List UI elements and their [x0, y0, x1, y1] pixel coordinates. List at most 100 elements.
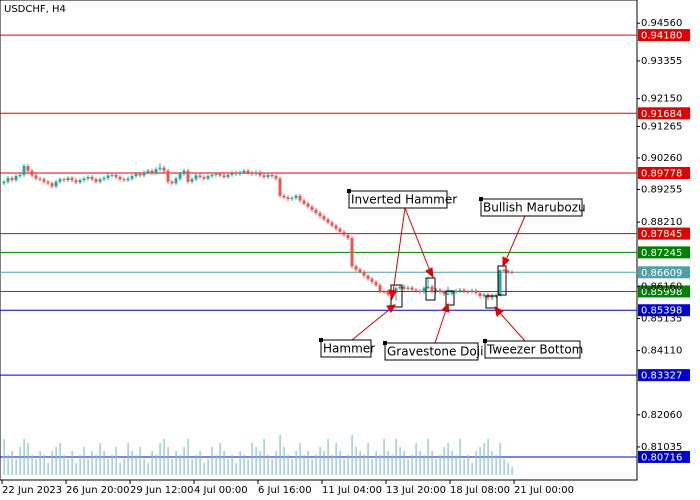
volume-bar: [255, 447, 257, 475]
volume-bar: [95, 455, 97, 475]
volume-bar: [371, 459, 373, 475]
candle-body: [466, 291, 470, 293]
candle-body: [414, 289, 418, 291]
volume-bar: [451, 451, 453, 475]
level-label: 0.89778: [641, 169, 682, 180]
candle-body: [382, 291, 386, 293]
candle-body: [430, 286, 434, 292]
y-tick-label: 0.89255: [641, 184, 682, 195]
volume-bar: [303, 455, 305, 475]
candle-body: [450, 292, 454, 294]
arrow: [499, 312, 526, 342]
candle-body: [166, 170, 170, 182]
candle-body: [286, 197, 290, 199]
volume-bar: [383, 439, 385, 475]
candle-body: [186, 170, 190, 182]
volume-bar: [359, 451, 361, 475]
volume-bar: [395, 439, 397, 475]
candle-body: [386, 292, 390, 295]
volume-bar: [195, 455, 197, 475]
volume-bar: [251, 443, 253, 475]
volume-bar: [211, 447, 213, 475]
levels: 0.94180 0.91684 0.89778 0.87845 0.87245 0.866…: [0, 29, 690, 463]
candle-body: [290, 198, 294, 200]
annotation-box: [320, 339, 372, 358]
volume-bar: [179, 455, 181, 475]
annotation-box: [348, 190, 448, 209]
candle-body: [86, 177, 90, 179]
pattern-box: [445, 290, 455, 306]
x-tick-label: 26 Jun 20:00: [66, 485, 130, 496]
x-tick-label: 4 Jul 00:00: [194, 485, 248, 496]
candle-body: [250, 172, 254, 174]
volumes: [3, 435, 513, 475]
candle-body: [402, 286, 406, 289]
candle-body: [218, 173, 222, 176]
volume-bar: [295, 451, 297, 475]
volume-bar: [347, 455, 349, 475]
volume-bar: [71, 451, 73, 475]
volume-bar: [391, 455, 393, 475]
volume-bar: [31, 455, 33, 475]
level-label: 0.85398: [641, 306, 682, 317]
volume-bar: [435, 459, 437, 475]
volume-bar: [335, 443, 337, 475]
volume-bar: [299, 443, 301, 475]
candle-body: [66, 177, 70, 181]
candle-body: [70, 177, 74, 181]
volume-bar: [307, 451, 309, 475]
candle-body: [146, 170, 150, 173]
y-tick-label: 0.81035: [641, 442, 682, 453]
candle-body: [350, 238, 354, 267]
volume-bar: [207, 459, 209, 475]
pattern-boxes: [390, 265, 507, 309]
volume-bar: [115, 447, 117, 475]
candle-body: [2, 181, 6, 184]
volume-bar: [19, 447, 21, 475]
candle-body: [506, 270, 510, 272]
level-tag: [638, 369, 690, 382]
volume-bar: [155, 455, 157, 475]
y-tick-label: 0.82060: [641, 410, 682, 421]
candle-body: [58, 179, 62, 182]
volume-bar: [291, 459, 293, 475]
candle-body: [422, 288, 426, 293]
arrow-head: [425, 267, 434, 279]
arrow-head: [502, 256, 510, 268]
candle-body: [98, 179, 102, 182]
candle-body: [178, 173, 182, 179]
y-tick-label: 0.93355: [641, 56, 682, 67]
candle-body: [174, 178, 178, 184]
candle-body: [334, 225, 338, 229]
y-tick-label: 0.94560: [641, 18, 682, 29]
x-tick-label: 22 Jun 2023: [2, 485, 62, 496]
candle-body: [326, 219, 330, 223]
volume-bar: [467, 455, 469, 475]
y-tick-label: 0.91265: [641, 121, 682, 132]
volume-bar: [127, 443, 129, 475]
candle-body: [426, 286, 430, 289]
candle-body: [6, 177, 10, 182]
anchor: [479, 197, 483, 201]
arrow-head: [441, 302, 450, 313]
volume-bar: [75, 463, 77, 475]
volume-bar: [355, 447, 357, 475]
level-label: 0.91684: [641, 109, 682, 120]
plot-frame: [0, 0, 638, 481]
candle-body: [470, 290, 474, 293]
candle-body: [162, 167, 166, 171]
volume-bar: [191, 459, 193, 475]
candle-body: [462, 289, 466, 292]
level-label: 0.80716: [641, 452, 682, 463]
level-tag: [638, 227, 690, 240]
candle-body: [438, 289, 442, 293]
arrow-head: [494, 306, 504, 317]
arrow-head: [386, 304, 396, 313]
volume-bar: [139, 447, 141, 475]
arrow: [434, 309, 447, 344]
volume-bar: [63, 455, 65, 475]
candle-body: [222, 175, 226, 178]
candle-body: [378, 285, 382, 292]
annotation-box: [384, 342, 479, 361]
volume-bar: [439, 455, 441, 475]
